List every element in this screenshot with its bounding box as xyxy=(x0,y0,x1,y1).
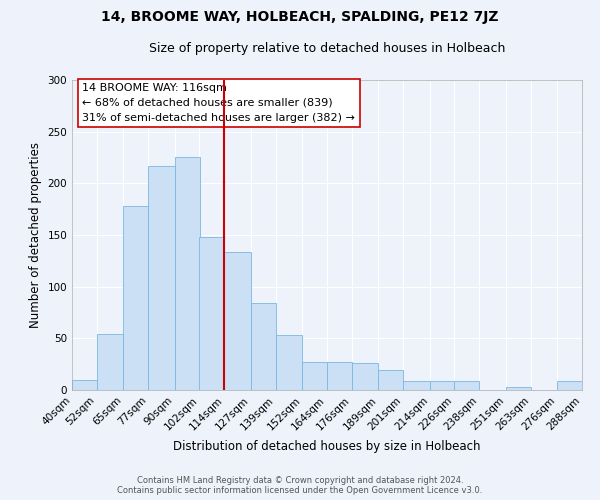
Title: Size of property relative to detached houses in Holbeach: Size of property relative to detached ho… xyxy=(149,42,505,55)
Bar xyxy=(199,237,224,390)
Bar xyxy=(124,206,148,390)
Bar xyxy=(379,370,403,390)
Bar xyxy=(455,380,479,390)
Text: 14, BROOME WAY, HOLBEACH, SPALDING, PE12 7JZ: 14, BROOME WAY, HOLBEACH, SPALDING, PE12… xyxy=(101,10,499,24)
Bar xyxy=(327,362,352,390)
Bar xyxy=(251,303,275,390)
Bar xyxy=(72,380,97,390)
Bar xyxy=(224,252,251,390)
Bar xyxy=(97,334,124,390)
Bar xyxy=(148,166,175,390)
Bar xyxy=(403,380,430,390)
Bar xyxy=(352,363,379,390)
Y-axis label: Number of detached properties: Number of detached properties xyxy=(29,142,42,328)
X-axis label: Distribution of detached houses by size in Holbeach: Distribution of detached houses by size … xyxy=(173,440,481,453)
Bar xyxy=(506,387,530,390)
Bar xyxy=(430,380,455,390)
Text: Contains HM Land Registry data © Crown copyright and database right 2024.
Contai: Contains HM Land Registry data © Crown c… xyxy=(118,476,482,495)
Text: 14 BROOME WAY: 116sqm
← 68% of detached houses are smaller (839)
31% of semi-det: 14 BROOME WAY: 116sqm ← 68% of detached … xyxy=(82,83,355,122)
Bar xyxy=(302,362,327,390)
Bar xyxy=(175,158,199,390)
Bar xyxy=(275,335,302,390)
Bar xyxy=(557,380,582,390)
